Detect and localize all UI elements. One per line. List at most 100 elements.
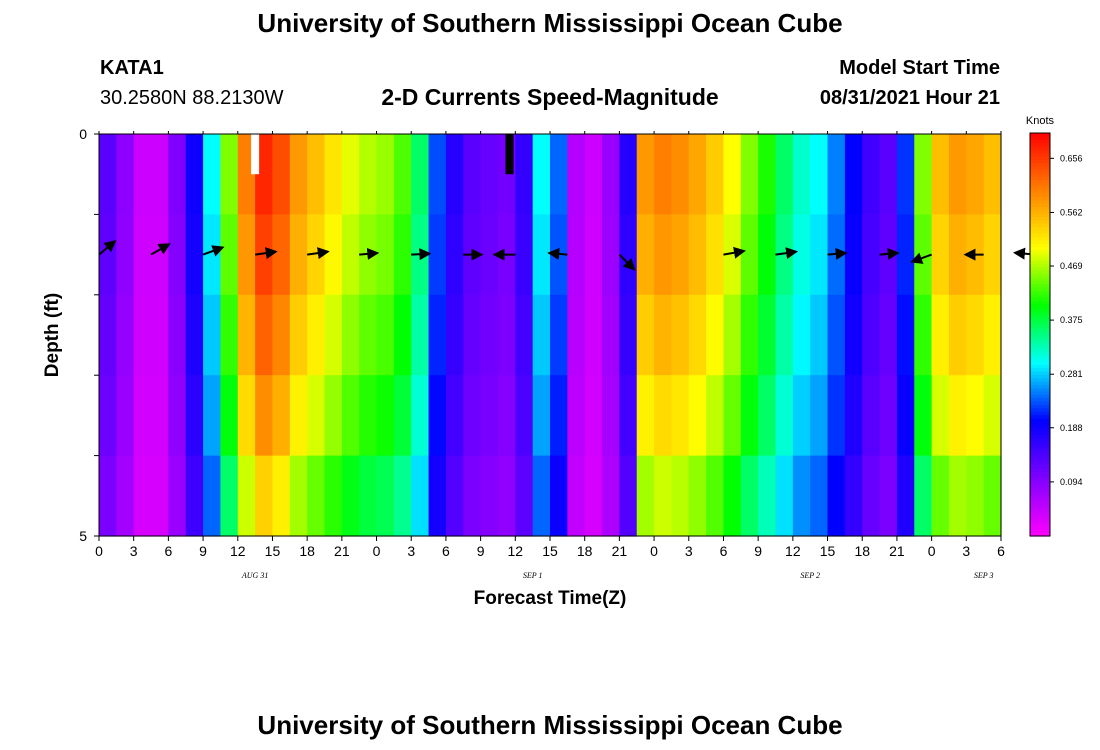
heatmap-cell: [740, 455, 759, 537]
x-tick-label: 21: [334, 543, 350, 559]
colorbar-band: [1030, 394, 1050, 399]
x-tick-label: 12: [508, 543, 524, 559]
heatmap-cell: [376, 294, 395, 376]
colorbar-band: [1030, 475, 1050, 480]
heatmap-cell: [706, 294, 725, 376]
heatmap-cell: [116, 294, 135, 376]
heatmap-cell: [879, 294, 898, 376]
y-axis-label: Depth (ft): [42, 293, 63, 377]
heatmap-cell: [133, 294, 152, 376]
colorbar-label: 0.094: [1060, 477, 1083, 487]
colorbar-band: [1030, 465, 1050, 470]
colorbar-band: [1030, 304, 1050, 309]
heatmap-cell: [914, 294, 933, 376]
heatmap-cell: [515, 214, 534, 296]
colorbar-band: [1030, 200, 1050, 205]
colorbar-band: [1030, 183, 1050, 188]
heatmap-cell: [99, 375, 117, 457]
heatmap-cell: [810, 134, 829, 215]
heatmap-cell: [168, 134, 187, 215]
heatmap-cell: [255, 214, 274, 296]
colorbar-frame: [1029, 132, 1051, 537]
colorbar-band: [1030, 519, 1050, 524]
heatmap-cell: [740, 214, 759, 296]
heatmap-cell: [654, 214, 673, 296]
colorbar-band: [1030, 250, 1050, 255]
colorbar-band: [1030, 300, 1050, 305]
heatmap-cell: [966, 134, 985, 215]
heatmap-cell: [289, 214, 308, 296]
x-tick-label: 6: [997, 543, 1005, 559]
heatmap-cell: [307, 214, 326, 296]
masked-cell: [251, 134, 260, 175]
heatmap-cell: [393, 294, 412, 376]
colorbar-band: [1030, 263, 1050, 268]
heatmap-cell: [480, 455, 499, 537]
heatmap-cell: [220, 375, 239, 457]
heatmap-cell: [550, 294, 568, 376]
current-vector: [775, 247, 799, 260]
x-tick-label: 15: [820, 543, 836, 559]
heatmap-cell: [862, 375, 881, 457]
heatmap-cell: [445, 294, 464, 376]
colorbar-band: [1030, 495, 1050, 500]
heatmap-cell: [983, 294, 1002, 376]
colorbar-label: 0.188: [1060, 423, 1083, 433]
colorbar-band: [1030, 374, 1050, 379]
colorbar-band: [1030, 488, 1050, 493]
colorbar-band: [1030, 331, 1050, 336]
heatmap-cell: [706, 214, 725, 296]
heatmap-cell: [133, 134, 152, 215]
heatmap-cell: [602, 375, 620, 457]
current-vector: [411, 248, 432, 261]
heatmap-cell: [862, 214, 881, 296]
heatmap-cell: [636, 375, 655, 457]
heatmap-cell: [307, 134, 326, 215]
colorbar-band: [1030, 280, 1050, 285]
colorbar-band: [1030, 247, 1050, 252]
heatmap-cell: [99, 294, 117, 376]
heatmap-cell: [515, 134, 534, 215]
heatmap-cell: [497, 294, 516, 376]
station-coords: 30.2580N 88.2130W: [100, 87, 284, 109]
heatmap-cell: [584, 214, 603, 296]
colorbar-band: [1030, 133, 1050, 137]
x-tick-label: 3: [962, 543, 970, 559]
heatmap-cell: [896, 134, 915, 215]
heatmap-cell: [116, 214, 135, 296]
colorbar-band: [1030, 405, 1050, 409]
heatmap-cell: [445, 134, 464, 215]
heatmap-cell: [879, 134, 898, 215]
heatmap-cell: [602, 455, 620, 537]
heatmap-cell: [289, 134, 308, 215]
heatmap-cell: [376, 134, 395, 215]
masked-cell: [505, 134, 514, 175]
heatmap-cell: [445, 375, 464, 457]
heatmap-cell: [168, 294, 187, 376]
x-tick-label: 3: [407, 543, 415, 559]
heatmap-cell: [983, 455, 1002, 537]
heatmap-cell: [445, 214, 464, 296]
colorbar-band: [1030, 354, 1050, 359]
heatmap-cell: [133, 455, 152, 537]
colorbar-band: [1030, 351, 1050, 356]
heatmap-cell: [272, 214, 291, 296]
colorbar-band: [1030, 163, 1050, 168]
colorbar-band: [1030, 505, 1050, 510]
heatmap-cell: [758, 134, 777, 215]
colorbar-band: [1030, 143, 1050, 148]
heatmap-cell: [688, 375, 707, 457]
colorbar-band: [1030, 240, 1050, 245]
colorbar-band: [1030, 371, 1050, 376]
heatmap-cell: [359, 455, 378, 537]
colorbar-unit: Knots: [1026, 115, 1055, 127]
heatmap-cell: [671, 294, 690, 376]
colorbar-band: [1030, 364, 1050, 369]
heatmap-cell: [463, 294, 482, 376]
heatmap-cell: [636, 214, 655, 296]
heatmap-cell: [688, 455, 707, 537]
heatmap-cell: [324, 455, 343, 537]
heatmap-cell: [844, 214, 863, 296]
colorbar-band: [1030, 196, 1050, 201]
heatmap-cell: [948, 134, 967, 215]
